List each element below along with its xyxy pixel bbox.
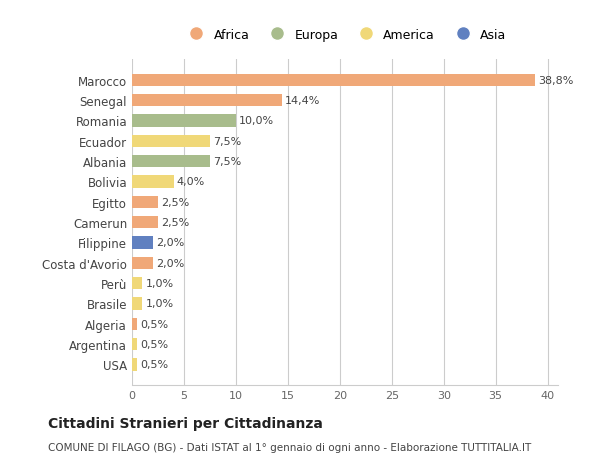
Text: 7,5%: 7,5% [213, 157, 241, 167]
Bar [132, 115, 236, 127]
Text: 1,0%: 1,0% [146, 299, 173, 309]
Text: 2,5%: 2,5% [161, 197, 190, 207]
Text: 0,5%: 0,5% [140, 360, 169, 369]
Bar [132, 217, 158, 229]
Text: 4,0%: 4,0% [176, 177, 205, 187]
Bar [132, 277, 142, 290]
Bar [132, 196, 158, 208]
Bar [132, 95, 281, 107]
Text: COMUNE DI FILAGO (BG) - Dati ISTAT al 1° gennaio di ogni anno - Elaborazione TUT: COMUNE DI FILAGO (BG) - Dati ISTAT al 1°… [48, 442, 531, 452]
Bar [132, 358, 137, 371]
Bar [132, 135, 210, 147]
Text: 2,5%: 2,5% [161, 218, 190, 228]
Text: 0,5%: 0,5% [140, 319, 169, 329]
Bar [132, 237, 153, 249]
Bar [132, 257, 153, 269]
Text: 38,8%: 38,8% [538, 76, 574, 85]
Bar [132, 298, 142, 310]
Text: 10,0%: 10,0% [239, 116, 274, 126]
Text: 0,5%: 0,5% [140, 339, 169, 349]
Bar [132, 318, 137, 330]
Text: 2,0%: 2,0% [156, 238, 184, 248]
Legend: Africa, Europa, America, Asia: Africa, Europa, America, Asia [179, 23, 511, 46]
Text: 14,4%: 14,4% [285, 96, 320, 106]
Text: 1,0%: 1,0% [146, 279, 173, 288]
Text: Cittadini Stranieri per Cittadinanza: Cittadini Stranieri per Cittadinanza [48, 416, 323, 430]
Bar [132, 338, 137, 351]
Text: 2,0%: 2,0% [156, 258, 184, 268]
Bar [132, 156, 210, 168]
Bar [132, 176, 173, 188]
Bar [132, 74, 535, 87]
Text: 7,5%: 7,5% [213, 136, 241, 146]
